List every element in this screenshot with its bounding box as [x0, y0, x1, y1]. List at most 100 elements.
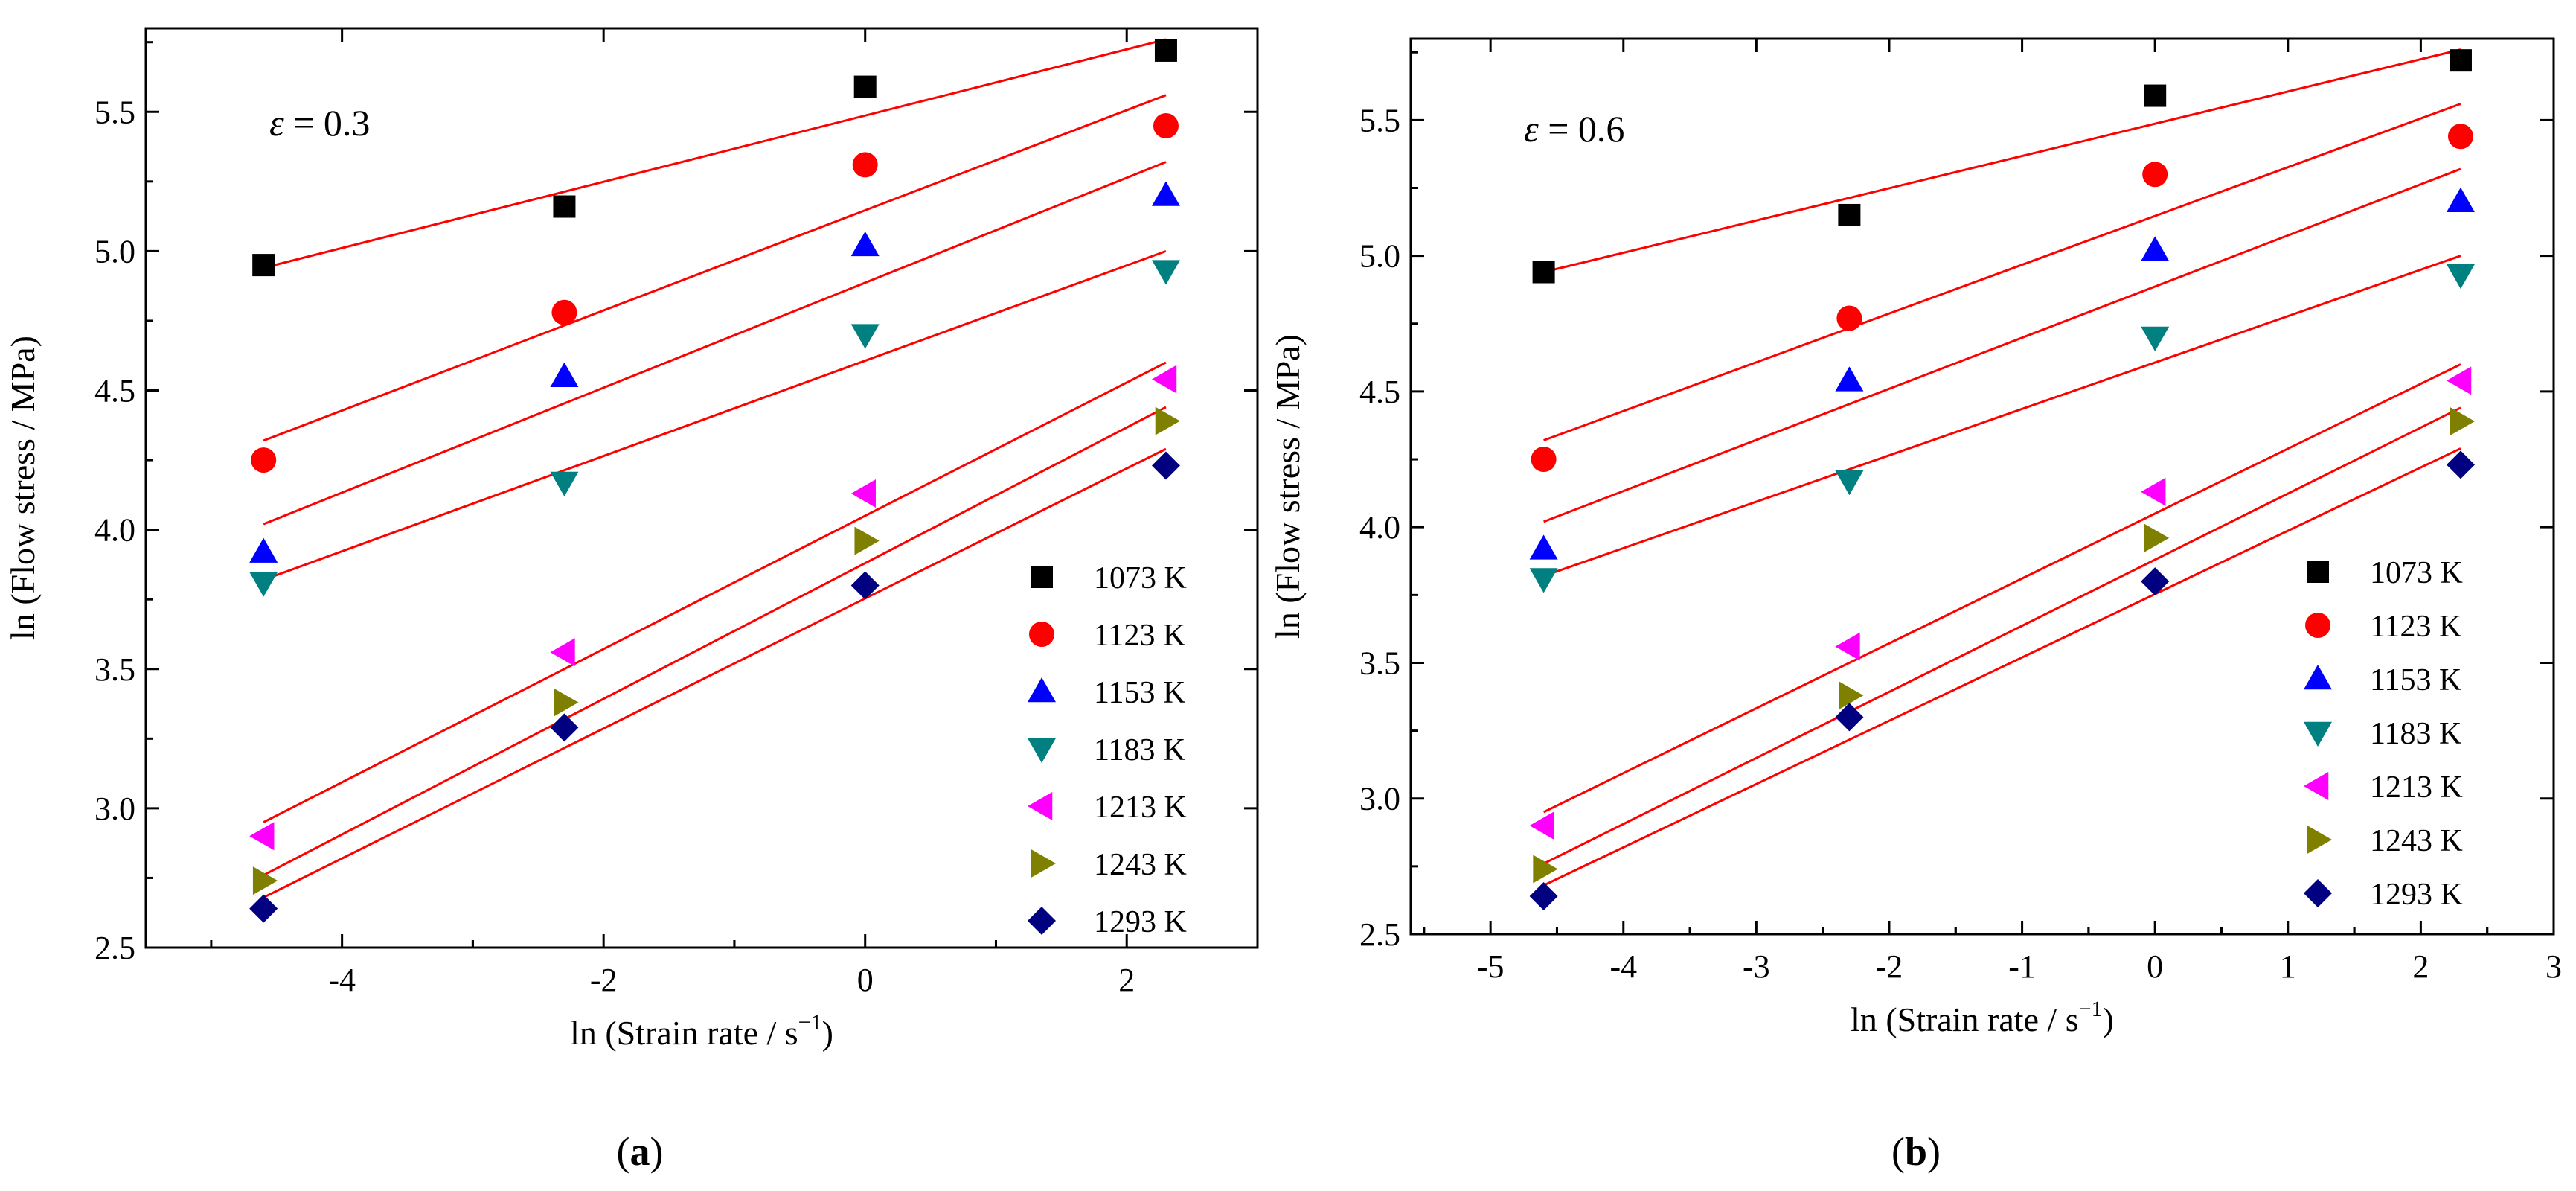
fit-line-1213k	[1542, 363, 2461, 814]
data-point	[2446, 366, 2472, 395]
data-point	[551, 299, 577, 325]
data-point	[1531, 447, 1557, 473]
data-point	[1835, 366, 1864, 392]
data-point	[1836, 305, 1862, 331]
x-tick-label: -1	[2008, 948, 2036, 985]
legend-marker	[2307, 826, 2332, 854]
data-point	[854, 526, 880, 555]
data-point	[252, 254, 275, 277]
data-point	[852, 152, 878, 178]
data-point	[1153, 112, 1179, 138]
x-axis-title: ln (Strain rate / s−1)	[570, 1010, 833, 1052]
x-tick-label: -2	[1876, 948, 1903, 985]
fit-line-1183k	[263, 249, 1167, 581]
data-point	[850, 479, 876, 508]
data-point	[550, 362, 579, 388]
legend-label: 1183 K	[2370, 717, 2461, 751]
x-tick-label: 0	[2147, 948, 2163, 985]
legend-label: 1073 K	[1094, 561, 1187, 596]
fit-line-1243k	[263, 406, 1167, 877]
data-point	[1154, 39, 1177, 62]
series-1243k	[1533, 407, 2475, 884]
fit-line-1243k	[1542, 406, 2461, 865]
legend-label: 1153 K	[2370, 663, 2461, 697]
data-point	[2447, 124, 2473, 150]
y-tick-label: 2.5	[1359, 916, 1400, 953]
x-tick-label: 2	[1118, 962, 1135, 998]
data-point	[249, 537, 278, 563]
fit-line-1073k	[263, 38, 1167, 269]
legend-marker	[1028, 738, 1056, 763]
series-1213k	[249, 365, 1177, 851]
y-tick-label: 5.0	[1359, 238, 1400, 275]
data-point	[2446, 264, 2475, 290]
series-1183k	[249, 260, 1180, 597]
series-1153k	[249, 181, 1180, 563]
x-tick-label: 0	[857, 962, 874, 998]
y-tick-label: 3.0	[94, 791, 135, 827]
series-1123k	[1531, 124, 2473, 473]
series-1073k	[252, 39, 1177, 277]
legend-label: 1243 K	[1094, 848, 1187, 882]
data-point	[2144, 523, 2170, 552]
fit-line-1153k	[263, 161, 1167, 526]
fit-line-1123k	[1543, 103, 2461, 441]
legend-label: 1073 K	[2370, 556, 2463, 590]
legend-marker	[2307, 561, 2329, 583]
data-point	[249, 894, 278, 923]
fit-line-1153k	[1543, 167, 2461, 523]
fit-line-1123k	[263, 94, 1167, 442]
data-point	[554, 688, 579, 717]
legend-label: 1213 K	[1094, 791, 1187, 825]
data-point	[1838, 203, 1861, 226]
legend-label: 1123 K	[1094, 619, 1185, 653]
legend-label: 1243 K	[2370, 824, 2463, 858]
data-point	[550, 713, 579, 742]
legend-marker	[1031, 849, 1056, 878]
legend-label: 1213 K	[2370, 770, 2463, 805]
data-point	[249, 572, 278, 597]
data-point	[2141, 236, 2170, 261]
data-point	[251, 447, 277, 473]
data-point	[2449, 49, 2472, 72]
y-tick-label: 4.0	[94, 512, 135, 549]
data-point	[1835, 703, 1864, 732]
data-point	[1529, 811, 1554, 840]
legend-marker	[1029, 622, 1054, 647]
data-point	[1529, 568, 1558, 593]
x-axis-title: ln (Strain rate / s−1)	[1851, 997, 2114, 1038]
data-point	[1155, 406, 1180, 435]
fit-line-1183k	[1543, 255, 2461, 578]
panel-label: (a)	[617, 1129, 664, 1174]
fit-line-1293k	[263, 447, 1167, 898]
data-point	[2141, 326, 2170, 351]
data-point	[2446, 187, 2475, 212]
fit-line-1073k	[1543, 48, 2461, 273]
y-tick-label: 5.5	[94, 94, 135, 130]
legend-marker	[2304, 665, 2332, 690]
data-point	[2141, 567, 2170, 596]
y-tick-label: 4.5	[94, 373, 135, 409]
series-1153k	[1529, 187, 2475, 560]
legend-marker	[1028, 792, 1053, 820]
x-tick-label: -2	[590, 962, 618, 998]
fit-line-1293k	[1542, 447, 2461, 887]
data-point	[850, 324, 880, 349]
x-tick-label: 3	[2545, 948, 2562, 985]
data-point	[1151, 451, 1180, 480]
series-1183k	[1529, 264, 2475, 593]
strain-annotation: ε = 0.6	[1524, 108, 1624, 150]
legend-marker	[2305, 613, 2330, 638]
data-point	[853, 75, 877, 98]
y-tick-label: 5.0	[94, 233, 135, 269]
chart-panel-b: -5 -4 -3 -2 -1 0 1 2 3 2.5 3.0 3.5 4.0 4.5 5.0 5.5 ln (S…	[1269, 37, 2562, 1174]
y-axis-title: ln (Flow stress / MPa)	[1269, 334, 1307, 639]
data-point	[1533, 855, 1558, 884]
x-tick-label: -4	[328, 962, 356, 998]
data-point	[1151, 365, 1177, 394]
data-point	[252, 866, 278, 895]
series-1123k	[251, 112, 1179, 473]
legend-marker	[2304, 721, 2332, 747]
legend-marker	[1028, 677, 1056, 703]
